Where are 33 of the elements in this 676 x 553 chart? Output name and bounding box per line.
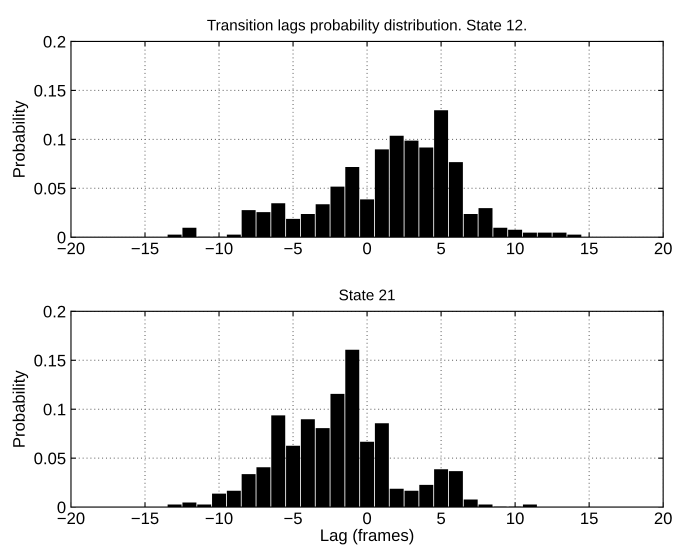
y-axis-title: Probability — [12, 100, 28, 177]
x-tick-label: 10 — [507, 512, 524, 524]
y-tick-label: 0.15 — [34, 84, 66, 97]
x-tick-label: 10 — [507, 242, 524, 254]
y-tick-label: 0 — [58, 502, 66, 514]
y-tick-label: 0.1 — [44, 404, 66, 416]
y-axis-title: Probability — [12, 370, 28, 447]
x-tick-label: −10 — [206, 242, 233, 254]
y-tick-label: 0.2 — [44, 306, 66, 318]
y-tick-label: 0.15 — [34, 354, 66, 366]
x-tick-label: −20 — [58, 242, 84, 254]
x-tick-label: 0 — [363, 242, 372, 254]
x-tick-label: −20 — [58, 512, 84, 524]
x-tick-label: 15 — [581, 512, 598, 524]
x-tick-label: 15 — [581, 242, 598, 254]
x-tick-label: −5 — [284, 242, 302, 254]
x-tick-label: −15 — [132, 242, 158, 254]
y-tick-label: 0 — [58, 232, 66, 244]
x-tick-label: −10 — [206, 512, 233, 524]
x-tick-label: 5 — [437, 242, 446, 254]
x-tick-label: 20 — [654, 512, 672, 524]
chart-title: State 21 — [339, 290, 395, 300]
x-tick-label: −15 — [132, 512, 158, 524]
x-tick-label: 5 — [437, 512, 446, 524]
y-tick-label: 0.05 — [34, 452, 66, 464]
y-tick-label: 0.1 — [44, 134, 66, 146]
x-tick-label: −5 — [284, 512, 302, 524]
x-tick-label: 20 — [654, 242, 672, 254]
y-tick-label: 0.05 — [34, 182, 66, 194]
y-tick-label: 0.2 — [44, 36, 66, 48]
x-tick-label: 0 — [363, 512, 372, 524]
chart-title: Transition lags probability distribution. State 12. — [207, 19, 526, 34]
x-axis-title: Lag (frames) — [321, 528, 414, 544]
